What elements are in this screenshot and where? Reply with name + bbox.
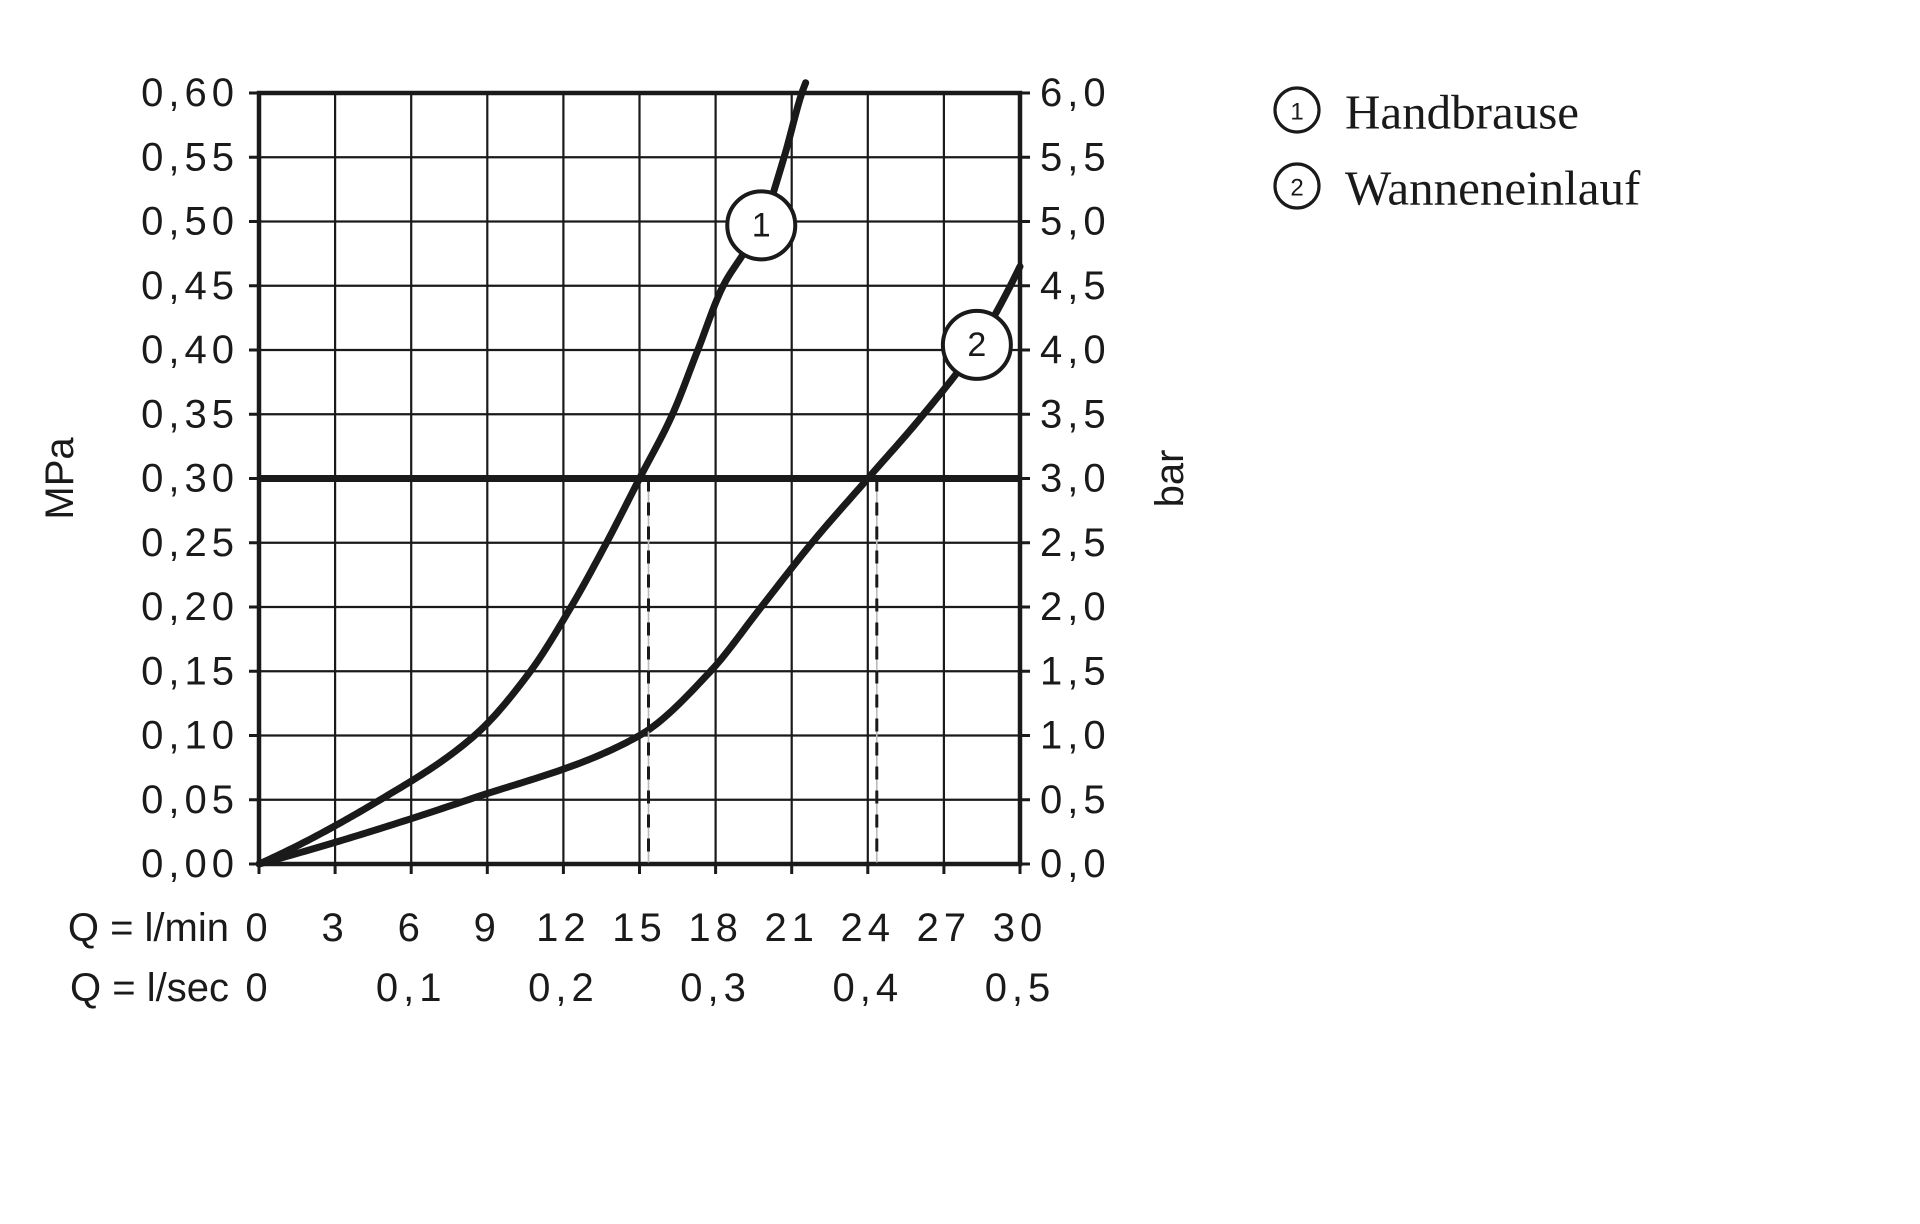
svg-text:0,10: 0,10 (141, 714, 239, 758)
svg-text:5,0: 5,0 (1040, 200, 1111, 244)
svg-text:0,5: 0,5 (1040, 778, 1111, 822)
svg-text:bar: bar (1148, 450, 1192, 508)
svg-text:18: 18 (688, 906, 743, 950)
svg-text:0,50: 0,50 (141, 200, 239, 244)
svg-text:2: 2 (967, 326, 986, 364)
svg-text:0,60: 0,60 (141, 71, 239, 115)
svg-text:0,2: 0,2 (528, 966, 599, 1010)
svg-text:0,00: 0,00 (141, 842, 239, 886)
svg-text:Handbrause: Handbrause (1345, 85, 1579, 140)
svg-text:9: 9 (474, 906, 501, 950)
svg-text:0,15: 0,15 (141, 649, 239, 693)
svg-text:3: 3 (321, 906, 348, 950)
svg-text:0,1: 0,1 (376, 966, 447, 1010)
svg-text:21: 21 (764, 906, 819, 950)
svg-text:0,4: 0,4 (832, 966, 903, 1010)
svg-text:4,0: 4,0 (1040, 328, 1111, 372)
svg-text:Wanneneinlauf: Wanneneinlauf (1345, 161, 1641, 216)
svg-text:0,3: 0,3 (680, 966, 751, 1010)
svg-text:3,0: 3,0 (1040, 457, 1111, 501)
svg-text:1: 1 (1290, 99, 1303, 126)
svg-text:1,5: 1,5 (1040, 649, 1111, 693)
svg-text:2,0: 2,0 (1040, 585, 1111, 629)
svg-text:MPa: MPa (38, 437, 82, 520)
svg-text:2: 2 (1290, 175, 1303, 202)
svg-text:15: 15 (612, 906, 667, 950)
svg-text:6: 6 (398, 906, 425, 950)
svg-text:0,25: 0,25 (141, 521, 239, 565)
svg-text:0,5: 0,5 (985, 966, 1056, 1010)
svg-text:24: 24 (841, 906, 896, 950)
svg-text:0: 0 (245, 906, 272, 950)
svg-text:1,0: 1,0 (1040, 714, 1111, 758)
svg-text:5,5: 5,5 (1040, 135, 1111, 179)
svg-text:Q = l/sec: Q = l/sec (70, 966, 229, 1010)
svg-text:3,5: 3,5 (1040, 392, 1111, 436)
svg-text:0: 0 (245, 966, 272, 1010)
svg-text:0,05: 0,05 (141, 778, 239, 822)
svg-text:1: 1 (752, 206, 771, 244)
svg-text:2,5: 2,5 (1040, 521, 1111, 565)
svg-text:0,45: 0,45 (141, 264, 239, 308)
svg-text:12: 12 (536, 906, 591, 950)
svg-text:0,30: 0,30 (141, 457, 239, 501)
svg-text:Q = l/min: Q = l/min (68, 906, 229, 950)
svg-text:30: 30 (993, 906, 1048, 950)
svg-text:0,0: 0,0 (1040, 842, 1111, 886)
svg-text:0,20: 0,20 (141, 585, 239, 629)
svg-text:4,5: 4,5 (1040, 264, 1111, 308)
svg-text:0,55: 0,55 (141, 135, 239, 179)
svg-text:0,40: 0,40 (141, 328, 239, 372)
svg-text:0,35: 0,35 (141, 392, 239, 436)
svg-text:27: 27 (917, 906, 972, 950)
svg-text:6,0: 6,0 (1040, 71, 1111, 115)
